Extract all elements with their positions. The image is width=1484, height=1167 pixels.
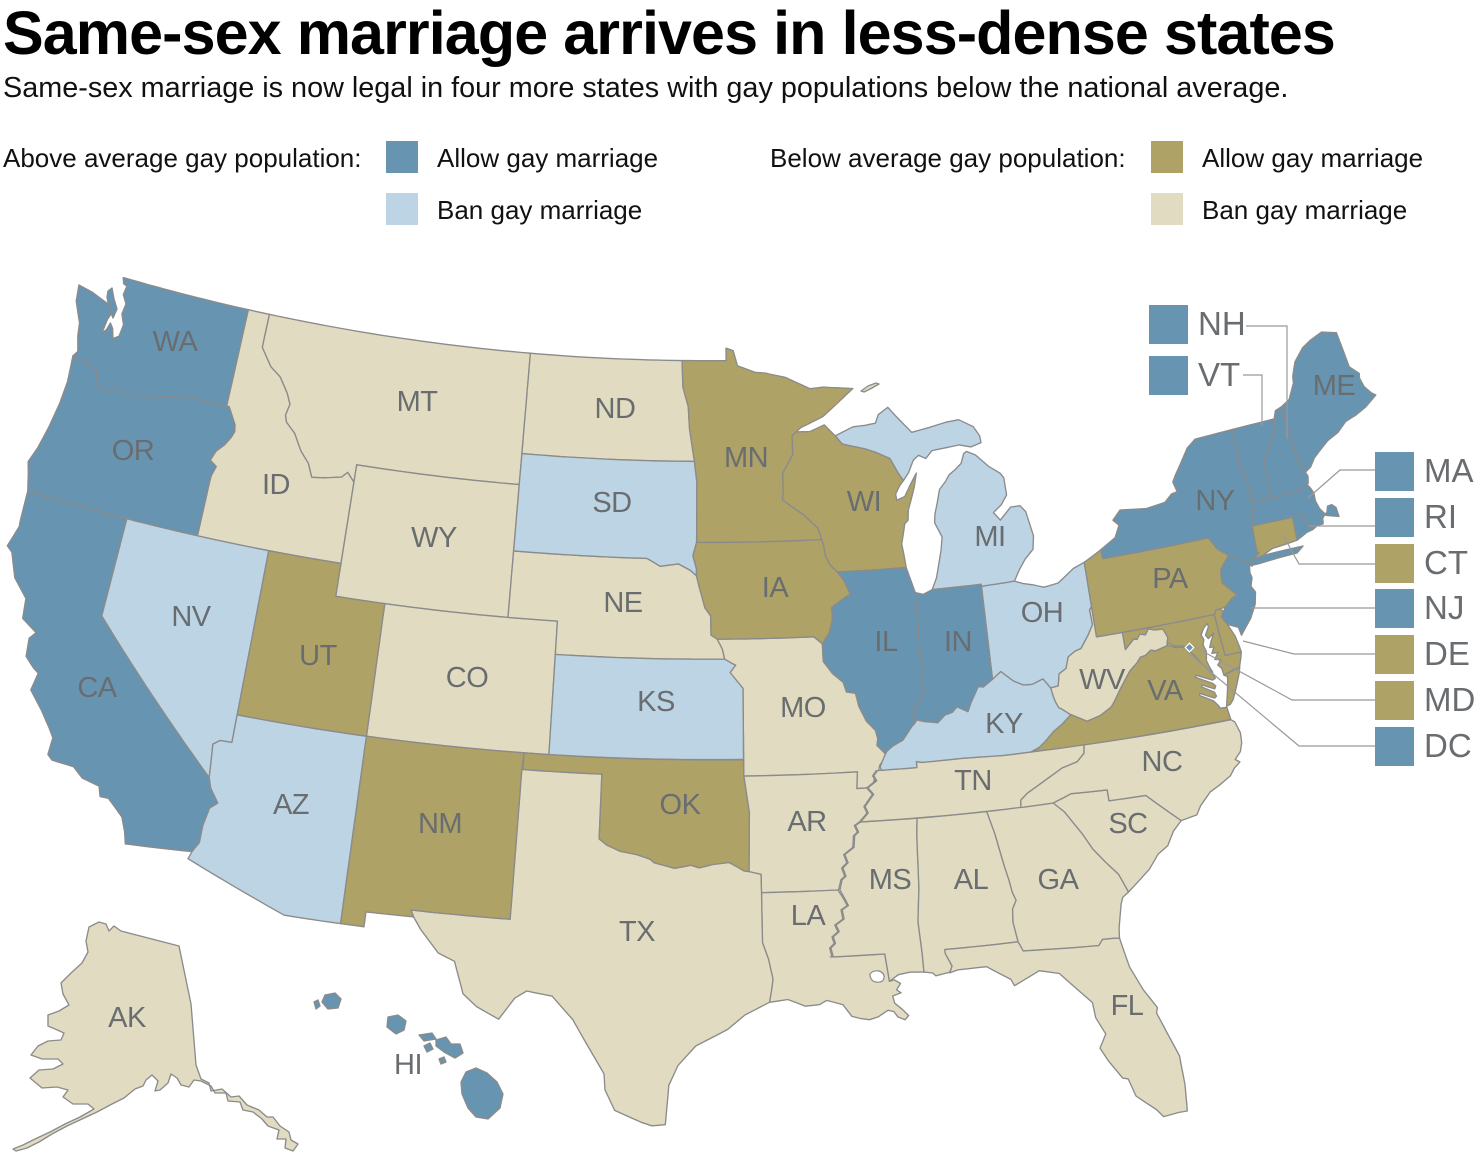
svg-text:NM: NM bbox=[418, 808, 462, 840]
svg-text:NV: NV bbox=[171, 601, 211, 633]
svg-text:ID: ID bbox=[262, 469, 290, 501]
svg-text:TN: TN bbox=[954, 765, 992, 797]
svg-text:NE: NE bbox=[603, 587, 642, 619]
svg-text:MT: MT bbox=[397, 386, 439, 418]
svg-text:SD: SD bbox=[592, 487, 631, 519]
svg-text:AZ: AZ bbox=[273, 789, 309, 821]
svg-text:OH: OH bbox=[1021, 597, 1064, 629]
svg-text:AL: AL bbox=[954, 864, 989, 896]
svg-text:DC: DC bbox=[1424, 727, 1472, 764]
svg-text:MO: MO bbox=[780, 692, 826, 724]
svg-text:AR: AR bbox=[787, 806, 826, 838]
svg-text:HI: HI bbox=[394, 1049, 422, 1081]
svg-text:TX: TX bbox=[619, 916, 655, 948]
svg-text:MN: MN bbox=[724, 442, 768, 474]
svg-text:DE: DE bbox=[1424, 635, 1470, 672]
svg-text:IN: IN bbox=[944, 626, 972, 658]
svg-text:PA: PA bbox=[1152, 563, 1189, 595]
svg-text:WY: WY bbox=[411, 522, 457, 554]
svg-text:GA: GA bbox=[1038, 864, 1080, 896]
svg-text:AK: AK bbox=[108, 1002, 147, 1034]
svg-text:KY: KY bbox=[985, 708, 1023, 740]
svg-text:VT: VT bbox=[1198, 356, 1240, 393]
svg-text:WI: WI bbox=[847, 486, 881, 518]
svg-text:MD: MD bbox=[1424, 681, 1475, 718]
svg-text:IA: IA bbox=[762, 572, 790, 604]
svg-text:MA: MA bbox=[1424, 452, 1474, 489]
svg-text:WA: WA bbox=[153, 326, 199, 358]
svg-text:IL: IL bbox=[874, 626, 898, 658]
svg-text:UT: UT bbox=[299, 640, 337, 672]
svg-text:VA: VA bbox=[1147, 675, 1184, 707]
svg-text:CA: CA bbox=[77, 672, 117, 704]
svg-text:SC: SC bbox=[1108, 808, 1147, 840]
svg-text:KS: KS bbox=[637, 686, 675, 718]
svg-text:ND: ND bbox=[595, 393, 636, 425]
svg-text:RI: RI bbox=[1424, 498, 1457, 535]
svg-text:NC: NC bbox=[1142, 746, 1183, 778]
svg-text:FL: FL bbox=[1111, 990, 1144, 1022]
svg-text:MI: MI bbox=[974, 521, 1005, 553]
svg-text:NH: NH bbox=[1198, 305, 1246, 342]
svg-text:CT: CT bbox=[1424, 544, 1468, 581]
svg-text:OK: OK bbox=[660, 789, 702, 821]
svg-text:NJ: NJ bbox=[1424, 589, 1464, 626]
svg-text:ME: ME bbox=[1313, 370, 1356, 402]
svg-text:WV: WV bbox=[1079, 664, 1126, 696]
svg-text:OR: OR bbox=[112, 435, 155, 467]
svg-text:LA: LA bbox=[791, 900, 827, 932]
svg-text:CO: CO bbox=[446, 662, 489, 694]
svg-text:MS: MS bbox=[869, 864, 912, 896]
svg-text:NY: NY bbox=[1195, 485, 1234, 517]
